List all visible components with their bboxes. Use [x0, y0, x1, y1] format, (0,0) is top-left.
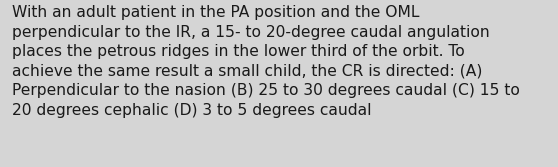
- Text: With an adult patient in the PA position and the OML
perpendicular to the IR, a : With an adult patient in the PA position…: [12, 5, 520, 118]
